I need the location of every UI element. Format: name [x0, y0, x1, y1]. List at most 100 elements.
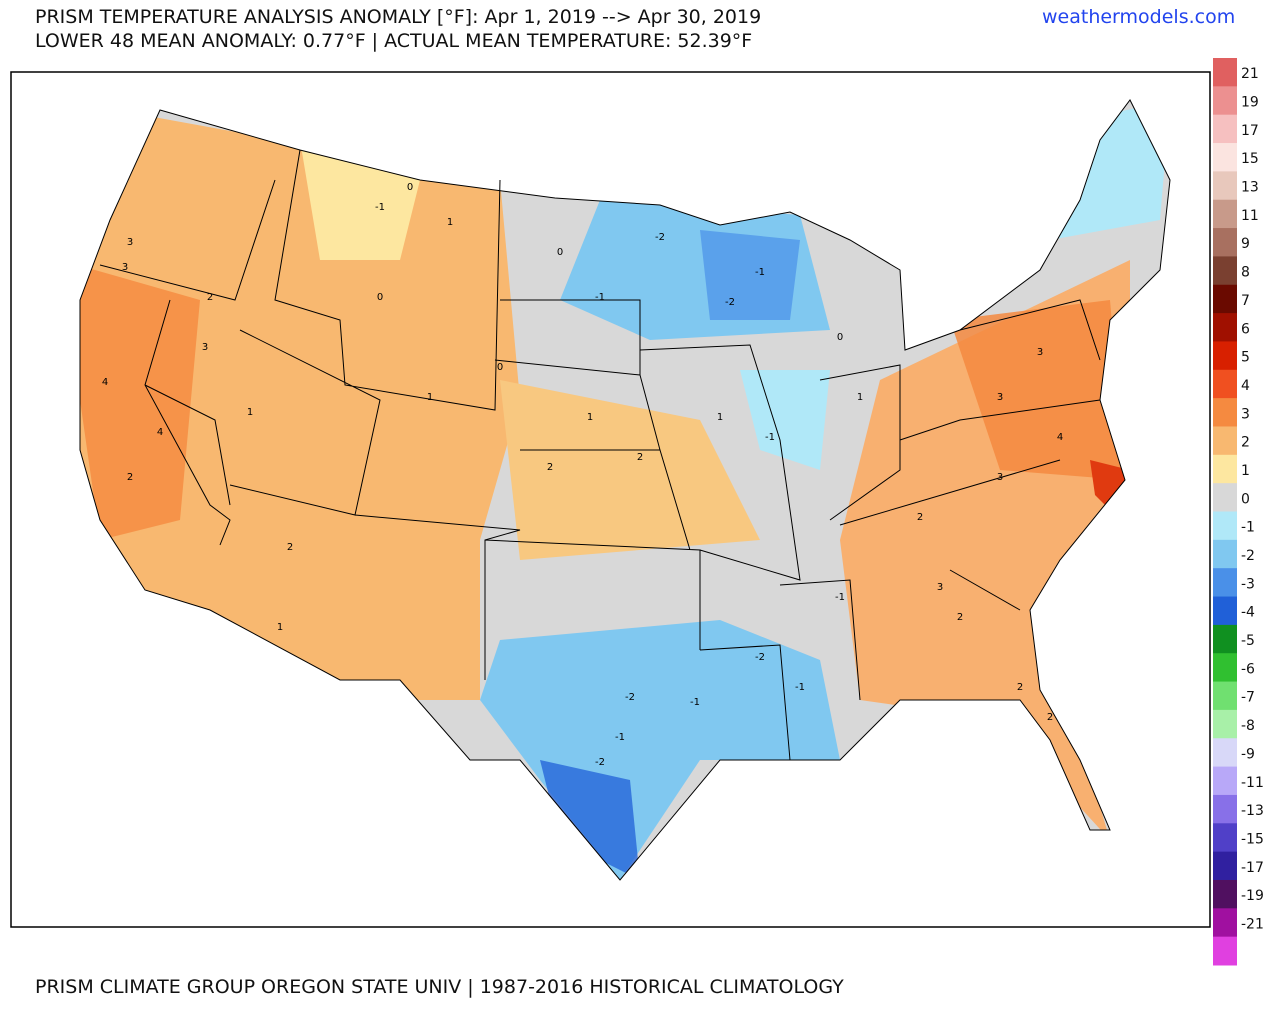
- colorbar-label: 19: [1241, 95, 1259, 111]
- contour-label: -1: [690, 697, 700, 708]
- contour-label: 1: [857, 392, 863, 403]
- colorbar-swatch: [1213, 879, 1237, 909]
- map-labels: 3 3 4 4 2 2 3 1 2 1 0 1 -1 -2 -2 -1 0 0 -1 1 2 2 1 -1 0 -2 -2 -1 -2 -…: [102, 182, 1063, 768]
- contour-label: -1: [835, 592, 845, 603]
- colorbar-label: 1: [1241, 463, 1250, 479]
- contour-label: 2: [957, 612, 963, 623]
- contour-label: 1: [717, 412, 723, 423]
- colorbar-label: 5: [1241, 350, 1250, 366]
- colorbar-swatch: [1213, 228, 1237, 257]
- colorbar-label: -13: [1241, 803, 1264, 819]
- contour-label: 2: [127, 472, 133, 483]
- colorbar-label: -21: [1241, 916, 1264, 932]
- contour-label: 3: [202, 342, 208, 353]
- footer: PRISM CLIMATE GROUP OREGON STATE UNIV | …: [35, 976, 844, 998]
- contour-label: 2: [1017, 682, 1023, 693]
- colorbar-swatch: [1213, 794, 1237, 824]
- colorbar-label: -9: [1241, 746, 1255, 762]
- colorbar-swatch: [1213, 568, 1237, 598]
- contour-label: 3: [997, 392, 1003, 403]
- colorbar-swatch: [1213, 511, 1237, 541]
- colorbar-swatch: [1213, 596, 1237, 626]
- contour-label: -2: [655, 232, 665, 243]
- contour-label: 2: [1047, 712, 1053, 723]
- site-credit: weathermodels.com: [1042, 6, 1236, 28]
- contour-label: 2: [207, 292, 213, 303]
- colorbar-label: -8: [1241, 718, 1255, 734]
- contour-label: 3: [937, 582, 943, 593]
- colorbar-label: -17: [1241, 860, 1264, 876]
- colorbar-label: 15: [1241, 151, 1259, 167]
- colorbar-swatch: [1213, 653, 1237, 683]
- contour-label: 3: [997, 472, 1003, 483]
- contour-label: 2: [547, 462, 553, 473]
- colorbar-swatch: [1213, 483, 1237, 512]
- contour-label: 0: [497, 362, 503, 373]
- colorbar-swatch: [1213, 851, 1237, 881]
- colorbar-label: 7: [1241, 293, 1250, 309]
- contour-label: 4: [157, 427, 163, 438]
- colorbar-label: -3: [1241, 576, 1255, 592]
- contour-label: 2: [917, 512, 923, 523]
- colorbar-label: -1: [1241, 520, 1255, 536]
- subtitle: LOWER 48 MEAN ANOMALY: 0.77°F | ACTUAL M…: [35, 30, 753, 52]
- contour-label: 2: [287, 542, 293, 553]
- contour-label: -1: [595, 292, 605, 303]
- colorbar-label: -4: [1241, 605, 1255, 621]
- colorbar-label: 2: [1241, 435, 1250, 451]
- contour-label: 4: [1057, 432, 1063, 443]
- colorbar-label: 11: [1241, 208, 1259, 224]
- colorbar-swatch: [1213, 681, 1237, 711]
- colorbar-swatch: [1213, 426, 1237, 456]
- colorbar-swatch: [1213, 936, 1237, 966]
- colorbar-swatch: [1213, 199, 1237, 229]
- colorbar-label: 8: [1241, 265, 1250, 281]
- colorbar-swatch: [1213, 341, 1237, 371]
- contour-label: 0: [377, 292, 383, 303]
- colorbar-label: 4: [1241, 378, 1250, 394]
- colorbar-swatch: [1213, 284, 1237, 314]
- contour-label: 1: [277, 622, 283, 633]
- colorbar-label: 21: [1241, 66, 1259, 82]
- state-borders: [79, 99, 1171, 881]
- contour-label: 1: [427, 392, 433, 403]
- contour-label: -1: [795, 682, 805, 693]
- colorbar-swatch: [1213, 143, 1237, 172]
- colorbar-label: 0: [1241, 491, 1250, 507]
- colorbar-swatch: [1213, 454, 1237, 484]
- contour-label: -2: [595, 757, 605, 768]
- colorbar-label: 9: [1241, 236, 1250, 252]
- title: PRISM TEMPERATURE ANALYSIS ANOMALY [°F]:…: [35, 6, 762, 28]
- colorbar-swatch: [1213, 398, 1237, 427]
- colorbar-label: -6: [1241, 661, 1255, 677]
- contour-label: -1: [755, 267, 765, 278]
- contour-label: 3: [127, 237, 133, 248]
- colorbar-swatch: [1213, 766, 1237, 796]
- colorbar-swatch: [1213, 624, 1237, 654]
- contour-label: -2: [625, 692, 635, 703]
- contour-label: -1: [765, 432, 775, 443]
- contour-label: -2: [725, 297, 735, 308]
- colorbar-swatch: [1213, 171, 1237, 201]
- colorbar-swatch: [1213, 709, 1237, 739]
- colorbar-swatch: [1213, 369, 1237, 399]
- contour-label: 3: [122, 262, 128, 273]
- colorbar-swatch: [1213, 313, 1237, 342]
- colorbar-swatch: [1213, 539, 1237, 569]
- contour-label: 0: [557, 247, 563, 258]
- contour-label: 0: [837, 332, 843, 343]
- colorbar-swatch: [1213, 114, 1237, 144]
- colorbar-swatch: [1213, 908, 1237, 938]
- colorbar-label: -2: [1241, 548, 1255, 564]
- colorbar-label: -5: [1241, 633, 1255, 649]
- contour-label: 3: [1037, 347, 1043, 358]
- colorbar-swatch: [1213, 738, 1237, 768]
- contour-label: -1: [375, 202, 385, 213]
- contour-label: 4: [102, 377, 108, 388]
- colorbar-swatch: [1213, 823, 1237, 853]
- contour-label: -1: [615, 732, 625, 743]
- contour-label: 1: [247, 407, 253, 418]
- colorbar-swatch: [1213, 256, 1237, 286]
